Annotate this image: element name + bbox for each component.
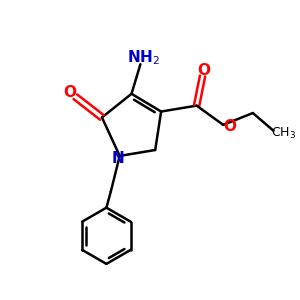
Text: O: O [64,85,76,100]
Text: O: O [223,119,236,134]
Text: O: O [197,63,211,78]
Text: CH$_3$: CH$_3$ [271,126,296,141]
Text: N: N [112,151,124,166]
Text: NH$_2$: NH$_2$ [127,48,160,67]
